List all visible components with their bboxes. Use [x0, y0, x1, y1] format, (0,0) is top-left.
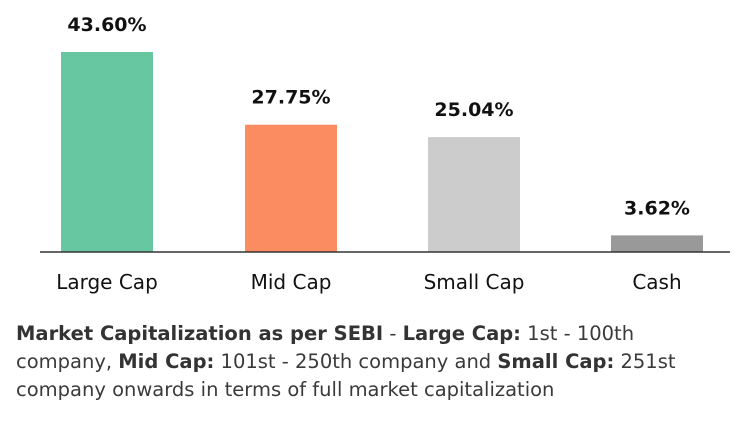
bar-small-cap	[428, 137, 520, 252]
footnote-separator: -	[383, 322, 403, 345]
value-label-cash: 3.62%	[624, 197, 690, 219]
footnote-mid-cap-desc: 101st - 250th company and	[214, 350, 498, 373]
market-cap-bar-chart: 43.60% 27.75% 25.04% 3.62% Large Cap Mid Cap…	[40, 14, 730, 294]
bar-mid-cap	[245, 124, 337, 252]
footnote: Market Capitalization as per SEBI - Larg…	[16, 320, 736, 404]
bar-large-cap	[61, 52, 153, 252]
footnote-small-cap-desc: 251st company onwards in terms of full m…	[16, 350, 676, 401]
value-label-large-cap: 43.60%	[67, 14, 146, 36]
value-labels-group: 43.60% 27.75% 25.04% 3.62%	[67, 14, 690, 219]
bars-group	[61, 52, 703, 252]
category-label-small-cap: Small Cap	[424, 270, 525, 294]
footnote-mid-cap-label: Mid Cap:	[118, 350, 215, 373]
bar-cash	[611, 235, 703, 252]
value-label-small-cap: 25.04%	[434, 99, 513, 121]
category-label-cash: Cash	[632, 270, 681, 294]
category-labels-group: Large Cap Mid Cap Small Cap Cash	[56, 270, 681, 294]
footnote-small-cap-label: Small Cap:	[497, 350, 615, 373]
category-label-mid-cap: Mid Cap	[251, 270, 332, 294]
footnote-large-cap-desc: 1st - 100th company,	[16, 322, 635, 373]
footnote-large-cap-label: Large Cap:	[402, 322, 521, 345]
category-label-large-cap: Large Cap	[56, 270, 158, 294]
value-label-mid-cap: 27.75%	[251, 87, 330, 109]
footnote-sebi-heading: Market Capitalization as per SEBI	[16, 322, 384, 345]
